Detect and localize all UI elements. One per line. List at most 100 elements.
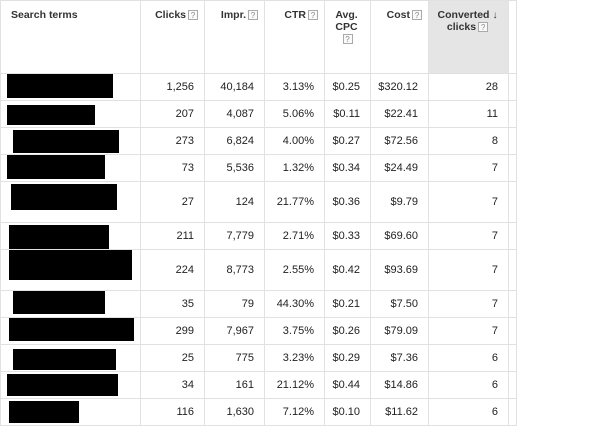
help-icon[interactable]: ? xyxy=(478,22,489,33)
cell-ctr: 21.77% xyxy=(264,181,325,223)
help-icon[interactable]: ? xyxy=(342,34,353,45)
cell-avg-cpc: $0.26 xyxy=(324,317,371,345)
cell-spacer xyxy=(508,290,517,318)
column-header-spacer xyxy=(508,0,517,74)
table-row[interactable]: 299 7,967 3.75% $0.26 $79.09 7 xyxy=(0,317,517,345)
column-header-impr[interactable]: Impr.? xyxy=(204,0,265,74)
cell-cost: $14.86 xyxy=(370,371,429,399)
cell-impr: 5,536 xyxy=(204,154,265,182)
cell-impr: 775 xyxy=(204,344,265,372)
cell-converted: 7 xyxy=(428,222,509,250)
column-header-avg-cpc[interactable]: Avg. CPC ? xyxy=(324,0,371,74)
help-icon[interactable]: ? xyxy=(188,10,198,21)
column-header-ctr[interactable]: CTR? xyxy=(264,0,325,74)
cell-converted: 7 xyxy=(428,249,509,291)
search-term-cell[interactable] xyxy=(0,290,141,318)
redacted-search-term xyxy=(7,374,118,396)
search-term-cell[interactable] xyxy=(0,249,141,291)
cell-avg-cpc: $0.25 xyxy=(324,73,371,101)
cell-spacer xyxy=(508,181,517,223)
cell-cost: $69.60 xyxy=(370,222,429,250)
cell-converted: 6 xyxy=(428,398,509,426)
redacted-search-term xyxy=(11,184,117,210)
cell-avg-cpc: $0.27 xyxy=(324,127,371,155)
table-row[interactable]: 1,256 40,184 3.13% $0.25 $320.12 28 xyxy=(0,73,517,101)
help-icon[interactable]: ? xyxy=(308,10,318,21)
cell-impr: 1,630 xyxy=(204,398,265,426)
column-header-clicks[interactable]: Clicks? xyxy=(140,0,205,74)
cell-cost: $79.09 xyxy=(370,317,429,345)
cell-cost: $93.69 xyxy=(370,249,429,291)
cell-spacer xyxy=(508,371,517,399)
cell-cost: $11.62 xyxy=(370,398,429,426)
cell-converted: 11 xyxy=(428,100,509,128)
cell-impr: 6,824 xyxy=(204,127,265,155)
column-label: Clicks xyxy=(155,9,186,21)
column-label: Converted xyxy=(437,9,490,21)
cell-avg-cpc: $0.36 xyxy=(324,181,371,223)
cell-converted: 6 xyxy=(428,371,509,399)
cell-clicks: 27 xyxy=(140,181,205,223)
column-label: Search terms xyxy=(11,9,78,21)
help-icon[interactable]: ? xyxy=(412,10,422,21)
help-icon[interactable]: ? xyxy=(248,10,258,21)
cell-ctr: 21.12% xyxy=(264,371,325,399)
redacted-search-term xyxy=(9,250,132,280)
cell-ctr: 2.55% xyxy=(264,249,325,291)
cell-ctr: 1.32% xyxy=(264,154,325,182)
search-term-cell[interactable] xyxy=(0,181,141,223)
table-row[interactable]: 273 6,824 4.00% $0.27 $72.56 8 xyxy=(0,127,517,155)
cell-avg-cpc: $0.10 xyxy=(324,398,371,426)
table-row[interactable]: 34 161 21.12% $0.44 $14.86 6 xyxy=(0,371,517,399)
search-term-cell[interactable] xyxy=(0,317,141,345)
table-row[interactable]: 27 124 21.77% $0.36 $9.79 7 xyxy=(0,181,517,223)
cell-ctr: 4.00% xyxy=(264,127,325,155)
cell-ctr: 3.13% xyxy=(264,73,325,101)
cell-clicks: 34 xyxy=(140,371,205,399)
table-row[interactable]: 73 5,536 1.32% $0.34 $24.49 7 xyxy=(0,154,517,182)
search-term-cell[interactable] xyxy=(0,73,141,101)
search-term-cell[interactable] xyxy=(0,222,141,250)
column-label: Impr. xyxy=(220,9,246,21)
table-row[interactable]: 25 775 3.23% $0.29 $7.36 6 xyxy=(0,344,517,372)
column-header-cost[interactable]: Cost? xyxy=(370,0,429,74)
redacted-search-term xyxy=(7,155,105,179)
redacted-search-term xyxy=(13,349,116,370)
search-term-cell[interactable] xyxy=(0,100,141,128)
search-term-cell[interactable] xyxy=(0,154,141,182)
cell-impr: 7,779 xyxy=(204,222,265,250)
search-term-cell[interactable] xyxy=(0,398,141,426)
cell-ctr: 5.06% xyxy=(264,100,325,128)
table-row[interactable]: 116 1,630 7.12% $0.10 $11.62 6 xyxy=(0,398,517,426)
cell-avg-cpc: $0.33 xyxy=(324,222,371,250)
search-terms-table: Search terms Clicks? Impr.? CTR? Avg. CP… xyxy=(0,0,517,426)
table-row[interactable]: 207 4,087 5.06% $0.11 $22.41 11 xyxy=(0,100,517,128)
cell-spacer xyxy=(508,344,517,372)
cell-cost: $7.50 xyxy=(370,290,429,318)
search-term-cell[interactable] xyxy=(0,127,141,155)
cell-ctr: 7.12% xyxy=(264,398,325,426)
search-term-cell[interactable] xyxy=(0,344,141,372)
column-label: Cost xyxy=(386,9,410,21)
column-label: CPC xyxy=(335,21,358,33)
table-header-row: Search terms Clicks? Impr.? CTR? Avg. CP… xyxy=(0,0,517,74)
cell-converted: 7 xyxy=(428,181,509,223)
cell-spacer xyxy=(508,249,517,291)
cell-converted: 7 xyxy=(428,317,509,345)
redacted-search-term xyxy=(7,105,95,125)
column-header-converted-clicks[interactable]: Converted ↓ clicks? xyxy=(428,0,509,74)
redacted-search-term xyxy=(7,74,113,98)
table-row[interactable]: 35 79 44.30% $0.21 $7.50 7 xyxy=(0,290,517,318)
cell-impr: 4,087 xyxy=(204,100,265,128)
column-label: clicks xyxy=(446,21,477,33)
column-header-search-terms[interactable]: Search terms xyxy=(0,0,141,74)
cell-spacer xyxy=(508,154,517,182)
cell-clicks: 116 xyxy=(140,398,205,426)
cell-cost: $72.56 xyxy=(370,127,429,155)
table-row[interactable]: 224 8,773 2.55% $0.42 $93.69 7 xyxy=(0,249,517,291)
cell-converted: 7 xyxy=(428,154,509,182)
cell-ctr: 44.30% xyxy=(264,290,325,318)
cell-clicks: 1,256 xyxy=(140,73,205,101)
table-row[interactable]: 211 7,779 2.71% $0.33 $69.60 7 xyxy=(0,222,517,250)
search-term-cell[interactable] xyxy=(0,371,141,399)
